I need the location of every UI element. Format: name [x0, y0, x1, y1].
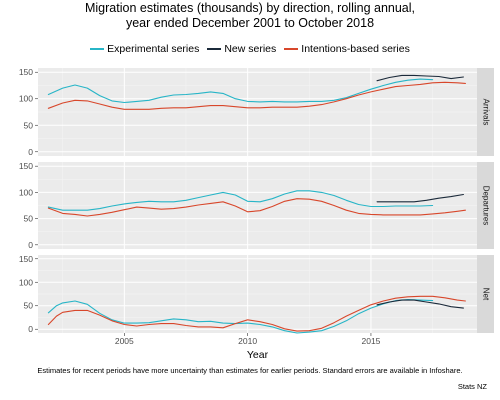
series-line-intentions-based-series-departures: [47, 198, 466, 217]
y-tick-label: 0: [28, 240, 33, 250]
chart-title: Migration estimates (thousands) by direc…: [0, 1, 500, 31]
y-tick-label: 0: [28, 324, 33, 334]
y-tick-label: 100: [19, 187, 33, 197]
chart-legend: Experimental series New series Intention…: [0, 41, 500, 57]
x-tick-label: 2005: [115, 336, 134, 346]
facet-strip-net: [477, 255, 494, 333]
series-line-intentions-based-series-net: [47, 295, 466, 332]
y-tick-label: 150: [19, 254, 33, 264]
legend-item-intentions: Intentions-based series: [284, 43, 410, 55]
y-tick-label: 150: [19, 161, 33, 171]
legend-label-experimental: Experimental series: [107, 43, 200, 55]
legend-label-new: New series: [224, 43, 277, 55]
x-axis-title: Year: [247, 349, 269, 361]
series-line-experimental-series-arrivals: [47, 78, 434, 104]
x-tick-label: 2015: [361, 336, 380, 346]
series-line-new-series-arrivals: [376, 74, 464, 82]
chart-title-line2: year ended December 2001 to October 2018: [125, 16, 375, 30]
facet-label-net: Net: [481, 288, 490, 301]
series-line-experimental-series-departures: [47, 190, 434, 211]
x-tick-label: 2010: [238, 336, 257, 346]
chart-title-line1: Migration estimates (thousands) by direc…: [84, 1, 416, 15]
facet-label-departures: Departures: [481, 186, 490, 226]
legend-item-experimental: Experimental series: [90, 43, 199, 55]
source-credit: Stats NZ: [457, 382, 487, 391]
legend-item-new: New series: [207, 43, 276, 55]
legend-swatch-experimental: [90, 48, 105, 50]
series-line-intentions-based-series-arrivals: [47, 81, 466, 110]
y-tick-label: 50: [24, 120, 34, 130]
chart-caption: Estimates for recent periods have more u…: [37, 366, 463, 375]
y-tick-label: 100: [19, 94, 33, 104]
facet-label-arrivals: Arrivals: [481, 99, 490, 126]
y-tick-label: 50: [24, 301, 34, 311]
y-tick-label: 0: [28, 147, 33, 157]
facet-strip-departures: [477, 162, 494, 249]
y-tick-label: 100: [19, 277, 33, 287]
series-line-new-series-net: [376, 299, 464, 309]
legend-swatch-new: [207, 48, 222, 50]
legend-swatch-intentions: [284, 48, 299, 50]
legend-label-intentions: Intentions-based series: [301, 43, 410, 55]
y-tick-label: 150: [19, 67, 33, 77]
facet-strip-arrivals: [477, 68, 494, 156]
series-line-new-series-departures: [376, 193, 464, 203]
y-tick-label: 50: [24, 214, 34, 224]
